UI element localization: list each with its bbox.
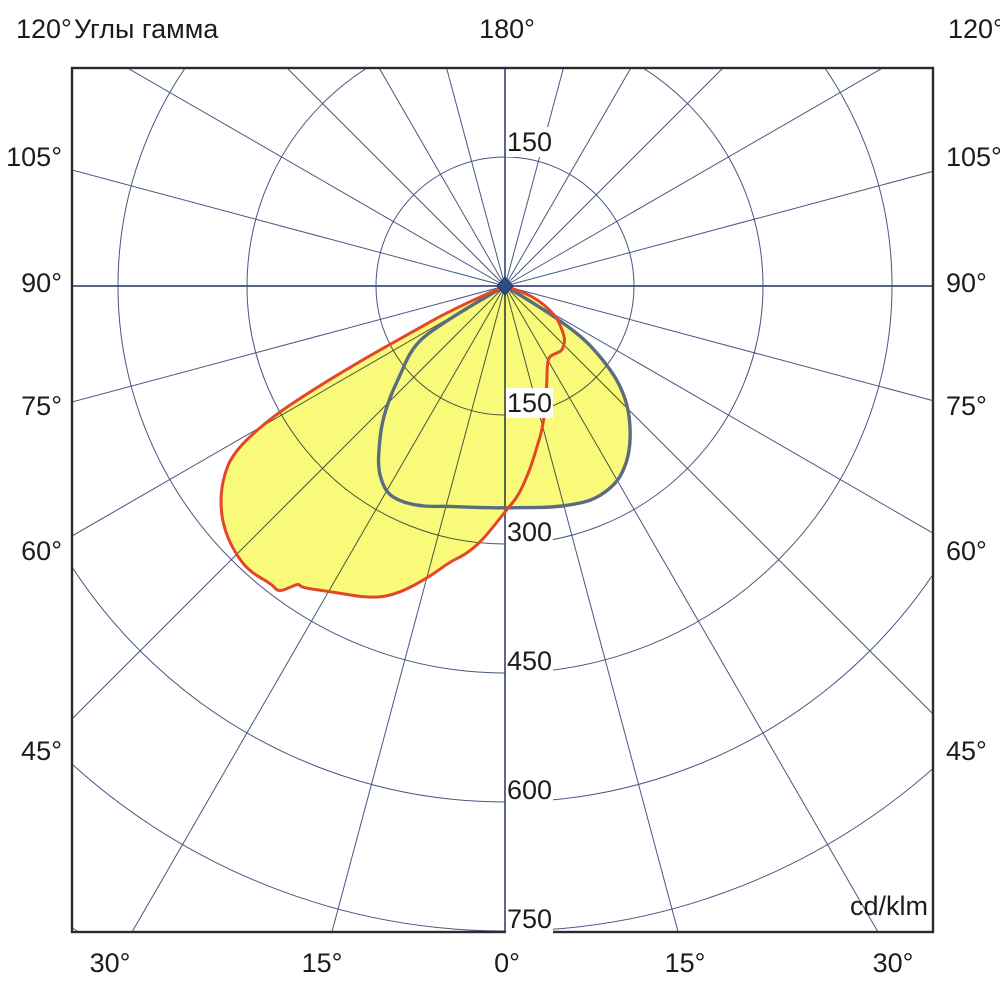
gamma-ray (286, 68, 506, 287)
gamma-label-bottom-4: 30° (872, 948, 914, 978)
gamma-label-left-3: 60° (21, 536, 62, 566)
ring-value-label-2: 450 (506, 646, 554, 676)
gamma-label-right-4: 45° (946, 736, 987, 766)
gamma-label-bottom-1: 15° (301, 948, 343, 978)
gamma-label-left-1: 90° (21, 268, 62, 298)
gamma-label-bottom-3: 15° (664, 948, 706, 978)
plot-frame (70, 66, 935, 934)
gamma-ray (72, 169, 506, 287)
gamma-ray (504, 68, 884, 287)
corner-angle-label-top-right: 120° (948, 14, 1000, 44)
ring-value-label-4: 750 (506, 904, 554, 934)
unit-label: cd/klm (849, 891, 928, 921)
beam-fill (221, 286, 631, 598)
gamma-ray (504, 285, 933, 534)
gamma-ray (504, 68, 632, 287)
gamma-label-bottom-0: 30° (89, 948, 131, 978)
origin-marker (496, 276, 514, 296)
gamma-label-right-2: 75° (946, 391, 987, 421)
blue-distribution-curve (376, 284, 632, 510)
red-distribution-curve (219, 284, 566, 599)
diagram-title: Углы гамма (74, 14, 219, 44)
gamma-ray (504, 68, 564, 287)
corner-angle-label-top-left: 120° (16, 14, 72, 44)
ring-value-label-0: 150 (506, 388, 554, 418)
gamma-label-right-3: 60° (946, 536, 987, 566)
gamma-ray (378, 68, 506, 287)
gamma-ray (72, 285, 506, 403)
gamma-ray (504, 68, 724, 287)
gamma-label-right-1: 90° (946, 268, 987, 298)
gamma-label-right-0: 105° (946, 142, 1000, 172)
ring-value-label-top: 150 (506, 127, 554, 157)
gamma-ray (504, 285, 933, 402)
ring-value-label-1: 300 (506, 517, 554, 547)
gamma-label-left-0: 105° (6, 142, 62, 172)
gamma-ray (446, 68, 506, 287)
gamma-ray (504, 285, 933, 715)
top-center-angle-label: 180° (479, 14, 535, 44)
gamma-ray (504, 170, 933, 287)
gamma-label-bottom-2: 0° (494, 948, 520, 978)
ring-value-label-3: 600 (506, 775, 554, 805)
gamma-label-left-4: 45° (21, 736, 62, 766)
gamma-label-left-2: 75° (21, 391, 62, 421)
gamma-ray (126, 68, 506, 287)
